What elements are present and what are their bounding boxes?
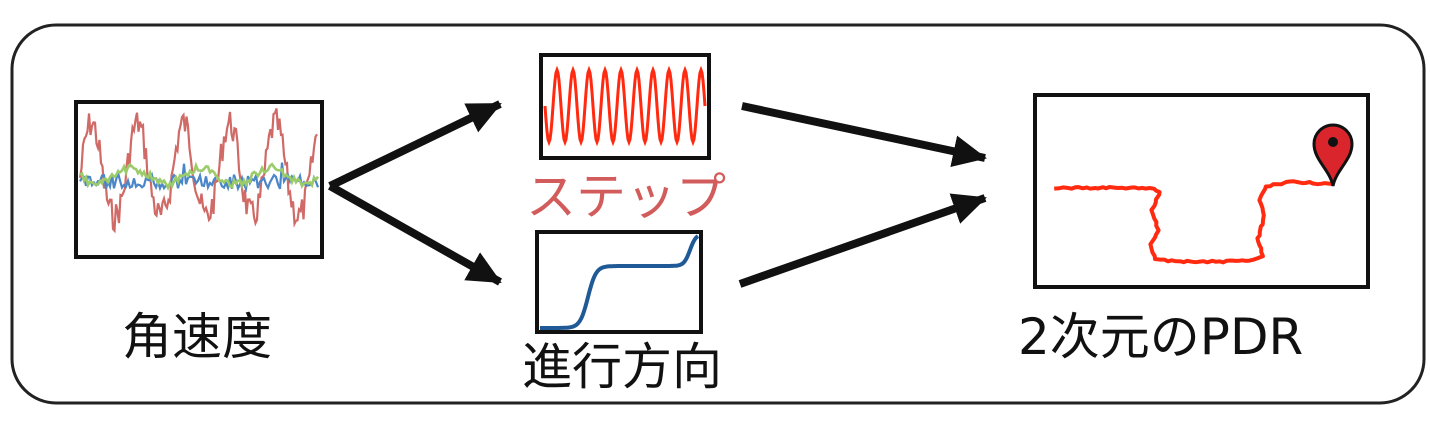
arrow-to-step (328, 100, 502, 190)
gyro-blue-series (79, 162, 320, 193)
step-wave-series (543, 65, 707, 147)
step-label: ステップ (526, 168, 726, 226)
outer-frame (10, 23, 1426, 405)
gyro-red-series (78, 108, 318, 234)
arrow-step-to-pdr (741, 102, 987, 167)
pdr-trajectory-path (1054, 179, 1334, 265)
heading-plot-frame (535, 230, 703, 334)
heading-curve-series (540, 234, 700, 330)
heading-label: 進行方向 (522, 338, 722, 396)
arrow-to-heading (328, 182, 502, 286)
arrow-heading-to-pdr (738, 193, 987, 288)
step-plot (539, 53, 711, 160)
angular-velocity-plot (74, 100, 324, 259)
map-pin-icon (1312, 123, 1354, 187)
gyro-green-series (79, 161, 320, 191)
pdr-trajectory-plot (1033, 93, 1370, 289)
heading-plot (535, 230, 703, 334)
pdr-label: 2次元のPDR (1018, 308, 1304, 366)
pdr-plot-frame (1033, 93, 1370, 289)
angular-velocity-label: 角速度 (122, 308, 272, 366)
